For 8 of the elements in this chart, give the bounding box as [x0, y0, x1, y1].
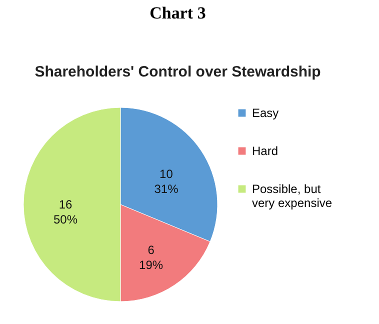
data-label: 16 50%	[53, 198, 78, 226]
legend-label: Hard	[252, 144, 278, 158]
data-label: 6 19%	[139, 243, 164, 272]
chart-subtitle: Shareholders' Control over Stewardship	[34, 64, 321, 80]
chart-title: Chart 3	[150, 4, 206, 22]
data-label: 10 31%	[154, 166, 179, 196]
legend-label: Easy	[252, 106, 279, 120]
legend-label: Possible, but very expensive	[252, 182, 332, 210]
